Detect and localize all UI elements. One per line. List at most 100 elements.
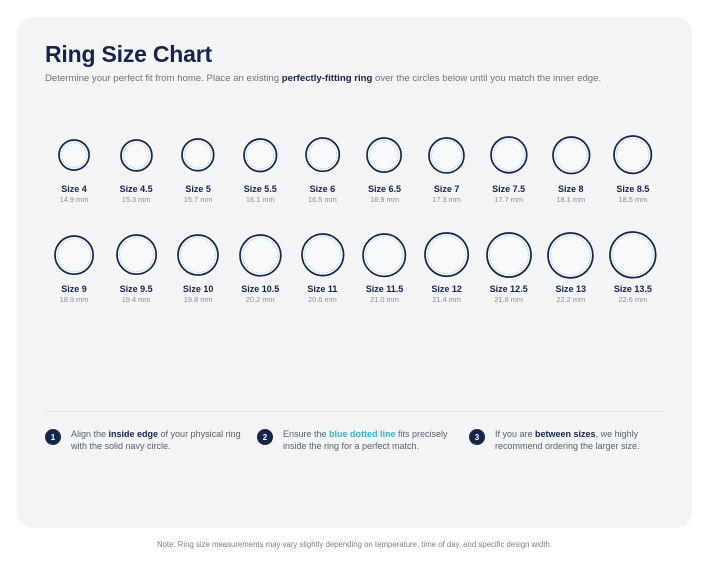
ring-size-label: Size 11 — [307, 284, 338, 294]
step-emphasis: inside edge — [108, 429, 159, 439]
ring-outline-circle — [239, 233, 282, 277]
step-number-badge: 2 — [257, 429, 273, 445]
ring-dotted-guide — [303, 236, 341, 274]
ring-diameter-label: 21.8 mm — [494, 295, 524, 304]
ring-circle-graphic — [489, 136, 528, 174]
ring-diameter-label: 21.4 mm — [432, 295, 461, 304]
ring-size-item: Size 11.5 21.0 mm — [354, 227, 416, 317]
ring-diameter-label: 20.6 mm — [308, 295, 337, 304]
ring-diameter-label: 16.1 mm — [245, 195, 275, 204]
ring-circle-wrapper — [354, 127, 416, 183]
ring-outline-circle — [243, 137, 278, 173]
ring-circle-graphic — [428, 136, 465, 174]
ring-size-label: Size 12 — [431, 284, 462, 294]
ring-size-item: Size 12 21.4 mm — [416, 227, 478, 317]
ring-circle-graphic — [424, 232, 470, 278]
ring-size-label: Size 11.5 — [365, 284, 404, 294]
ring-size-item: Size 10 19.8 mm — [167, 227, 229, 317]
ring-circle-graphic — [239, 233, 282, 277]
ring-circle-graphic — [54, 235, 94, 275]
ring-diameter-label: 15.3 mm — [121, 195, 151, 204]
ring-outline-circle — [428, 136, 465, 174]
ring-size-item: Size 6 16.5 mm — [291, 127, 353, 217]
ring-outline-circle — [485, 232, 532, 278]
ring-size-label: Size 7.5 — [492, 184, 526, 194]
ring-circle-wrapper — [602, 227, 664, 283]
ring-circle-graphic — [547, 231, 595, 279]
ring-circle-wrapper — [105, 227, 167, 283]
ring-size-label: Size 9 — [61, 284, 87, 294]
ring-diameter-label: 15.7 mm — [183, 195, 213, 204]
ring-size-label: Size 13 — [555, 284, 587, 294]
ring-diameter-label: 21.0 mm — [370, 295, 399, 304]
ring-dotted-guide — [554, 138, 587, 172]
ring-circle-wrapper — [354, 227, 416, 283]
ring-size-item: Size 7.5 17.7 mm — [478, 127, 540, 217]
section-divider — [45, 411, 664, 412]
ring-circle-graphic — [115, 234, 157, 276]
ring-circle-wrapper — [540, 127, 602, 183]
ring-circle-graphic — [300, 233, 345, 277]
ring-diameter-label: 17.7 mm — [494, 195, 524, 204]
step-text-start: Ensure the — [283, 429, 330, 439]
ring-size-item: Size 13 22.2 mm — [540, 227, 602, 317]
ring-circle-graphic — [181, 138, 215, 172]
ring-circle-wrapper — [540, 227, 602, 283]
step-text-end: , we highly recommend ordering the large… — [495, 429, 640, 451]
ring-size-label: Size 12.5 — [489, 284, 528, 294]
ring-outline-circle — [609, 231, 657, 279]
ring-circle-graphic — [613, 135, 653, 175]
step-text: Ensure the blue dotted line fits precise… — [283, 429, 453, 452]
ring-circle-wrapper — [416, 127, 478, 183]
ring-size-item: Size 9.5 19.4 mm — [105, 227, 167, 317]
ring-dotted-guide — [488, 235, 529, 275]
step-text: If you are between sizes, we highly reco… — [495, 429, 669, 452]
ring-size-item: Size 12.5 21.8 mm — [478, 227, 540, 317]
ring-diameter-label: 18.1 mm — [556, 195, 586, 204]
ring-size-item: Size 5.5 16.1 mm — [229, 127, 291, 217]
ring-outline-circle — [304, 137, 340, 173]
ring-circle-wrapper — [478, 127, 540, 183]
step-number-badge: 3 — [469, 429, 485, 445]
ring-diameter-label: 14.9 mm — [59, 195, 89, 204]
ring-size-label: Size 4.5 — [119, 184, 153, 194]
page-subtitle: Determine your perfect fit from home. Pl… — [45, 73, 685, 84]
ring-size-item: Size 9 18.9 mm — [43, 227, 105, 317]
ring-dotted-guide — [427, 235, 467, 275]
ring-chart-card: Ring Size Chart Determine your perfect f… — [17, 17, 692, 528]
subtitle-text-start: Determine your perfect fit from home. Pl… — [45, 73, 282, 84]
ring-size-item: Size 4 14.9 mm — [43, 127, 105, 217]
step-text-start: If you are — [495, 429, 536, 439]
subtitle-emphasis: perfectly-fitting ring — [281, 73, 373, 84]
ring-size-label: Size 7 — [433, 184, 460, 194]
ring-size-label: Size 6.5 — [367, 184, 402, 194]
ring-outline-circle — [613, 135, 653, 175]
subtitle-text-end: over the circles below until you match t… — [372, 73, 602, 84]
ring-dotted-guide — [57, 238, 91, 272]
ring-diameter-label: 20.2 mm — [245, 295, 275, 304]
ring-size-label: Size 8 — [558, 184, 584, 194]
ring-circle-wrapper — [105, 127, 167, 183]
ring-circle-graphic — [609, 231, 657, 279]
ring-outline-circle — [115, 234, 157, 276]
ring-diameter-label: 22.2 mm — [556, 295, 586, 304]
ring-size-label: Size 4 — [61, 184, 87, 194]
ring-outline-circle — [489, 136, 528, 174]
ring-dotted-guide — [307, 140, 337, 170]
ring-dotted-guide — [242, 236, 279, 274]
ring-size-label: Size 10.5 — [241, 284, 280, 294]
ring-size-item: Size 13.5 22.6 mm — [602, 227, 664, 317]
step-text-end: fits precisely inside the ring for a per… — [283, 429, 448, 451]
instruction-step-3: 3 If you are between sizes, we highly re… — [469, 429, 669, 452]
ring-size-label: Size 13.5 — [613, 284, 652, 294]
ring-circle-wrapper — [229, 127, 291, 183]
ring-size-item: Size 4.5 15.3 mm — [105, 127, 167, 217]
ring-circle-wrapper — [291, 227, 353, 283]
ring-outline-circle — [54, 235, 94, 275]
ring-circle-wrapper — [416, 227, 478, 283]
ring-circle-graphic — [366, 137, 403, 173]
ring-outline-circle — [58, 139, 90, 171]
ring-circle-wrapper — [167, 127, 229, 183]
ring-dotted-guide — [612, 234, 654, 276]
ring-diameter-label: 22.6 mm — [618, 295, 648, 304]
